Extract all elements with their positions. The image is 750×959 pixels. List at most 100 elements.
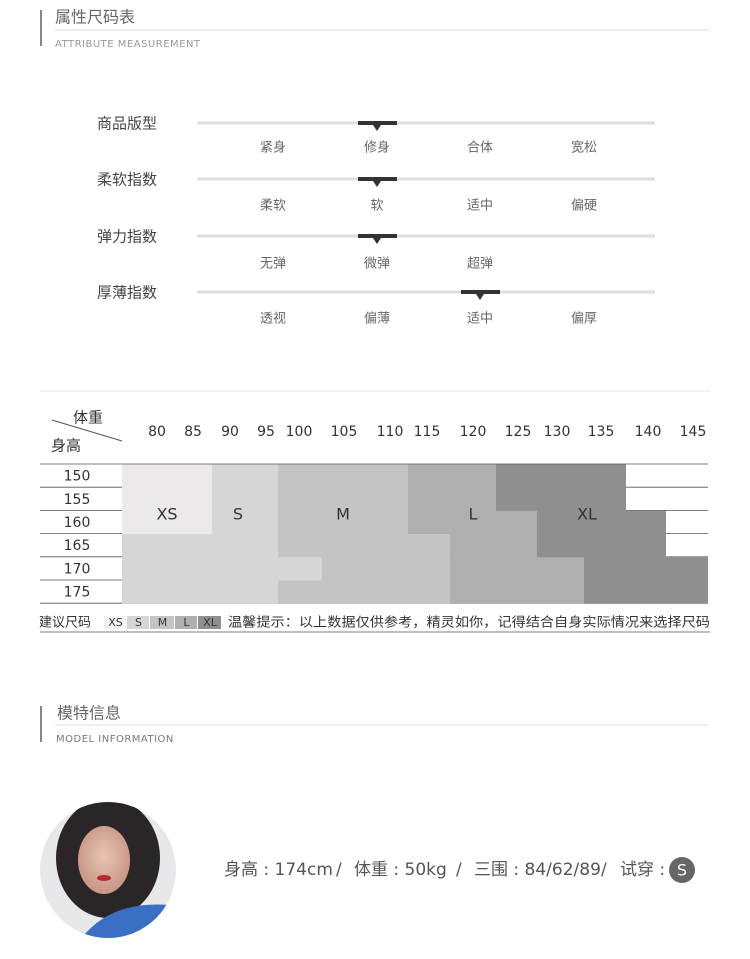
model-photo — [40, 802, 176, 938]
model-weight: 体重 : 50kg — [354, 860, 447, 880]
legend: 建议尺码 XS S M L XL 温馨提示：以上数据仅供参考，精灵如你，记得结合自身实际情况… — [39, 615, 710, 633]
attribute-label: 弹力指数 — [97, 228, 157, 246]
size-label: XS — [156, 505, 177, 524]
size-region — [278, 464, 408, 488]
marker-arrow — [373, 181, 381, 187]
option: 偏厚 — [571, 312, 597, 327]
legend-size: M — [158, 616, 168, 629]
height-label: 身高 — [51, 437, 81, 455]
legend-note: 温馨提示：以上数据仅供参考，精灵如你，记得结合自身实际情况来选择尺码 — [228, 615, 710, 631]
header-bar — [40, 10, 42, 46]
size-region — [584, 580, 708, 604]
trial-label: 试穿 : — [620, 860, 665, 880]
section-title: 属性尺码表 — [55, 8, 135, 27]
size-region — [122, 557, 322, 581]
model-measurements: 三围 : 84/62/89 — [474, 860, 601, 880]
size-region — [212, 487, 278, 511]
height: 155 — [64, 492, 91, 508]
attributes: 商品版型紧身 修身 合体 宽松柔软指数柔软软适中 偏硬弹力指数无弹 微弹 超弹厚薄指数透视偏… — [97, 115, 655, 327]
height: 165 — [64, 538, 91, 554]
track — [197, 234, 655, 238]
weight: 140 — [635, 424, 662, 440]
section-subtitle: MODEL INFORMATION — [56, 734, 174, 745]
size-region — [450, 557, 584, 581]
size-region — [408, 487, 496, 511]
weight: 120 — [460, 424, 487, 440]
legend-size: L — [183, 616, 190, 629]
header-bar — [40, 706, 42, 742]
weight: 125 — [505, 424, 532, 440]
attribute-label: 商品版型 — [97, 115, 157, 133]
legend-swatch — [198, 616, 221, 629]
size-region — [450, 580, 584, 604]
option: 微弹 — [364, 257, 390, 272]
height: 170 — [64, 561, 91, 577]
track — [197, 177, 655, 181]
weight: 110 — [377, 424, 404, 440]
trial-size: S — [677, 861, 687, 880]
option: 透视 — [260, 312, 286, 327]
option: 适中 — [467, 199, 493, 214]
trial-badge — [669, 857, 695, 883]
option: 紧身 — [260, 140, 286, 156]
corner-line — [51, 419, 123, 442]
height: 175 — [64, 585, 91, 601]
legend-size: XL — [203, 616, 218, 629]
weight: 100 — [286, 424, 313, 440]
size-region — [122, 487, 212, 511]
separator: / — [601, 860, 607, 880]
size-region — [122, 534, 278, 558]
option: 软 — [370, 199, 383, 214]
section-subtitle: ATTRIBUTE MEASUREMENT — [55, 39, 201, 50]
marker — [358, 234, 397, 238]
size-region — [537, 534, 666, 558]
option: 宽松 — [571, 140, 597, 156]
size-region — [212, 510, 278, 535]
size-label: M — [336, 505, 350, 524]
weight: 95 — [257, 424, 275, 440]
legend-swatch — [150, 616, 174, 629]
size-region — [278, 510, 408, 535]
size-region — [584, 557, 708, 581]
size-region — [450, 534, 537, 558]
legend-label: 建议尺码 — [39, 616, 91, 631]
size-region — [122, 510, 212, 535]
marker-arrow — [373, 238, 381, 244]
option: 无弹 — [260, 257, 286, 272]
section-title: 模特信息 — [57, 704, 121, 723]
size-region — [212, 464, 278, 488]
legend-size: S — [135, 616, 142, 629]
height: 160 — [64, 515, 91, 531]
legend-size: XS — [108, 616, 123, 629]
separator: / — [456, 860, 462, 880]
weight-label: 体重 — [73, 409, 103, 427]
size-region — [122, 580, 278, 604]
size-region — [278, 534, 450, 558]
marker-arrow — [476, 294, 484, 300]
marker — [358, 177, 397, 181]
marker — [461, 290, 500, 294]
option: 偏硬 — [571, 199, 597, 214]
size-label: L — [469, 505, 478, 524]
size-region — [122, 464, 212, 488]
weight: 135 — [588, 424, 615, 440]
attribute-label: 厚薄指数 — [97, 284, 157, 302]
model-height: 身高 : 174cm — [224, 860, 333, 880]
size-label: S — [233, 505, 243, 524]
size-region — [408, 464, 496, 488]
size-region — [496, 487, 626, 511]
option: 适中 — [467, 312, 493, 327]
marker — [358, 121, 397, 125]
legend-swatch — [175, 616, 197, 629]
option: 合体 — [467, 141, 493, 156]
marker-arrow — [373, 125, 381, 131]
size-region — [496, 464, 626, 488]
weight: 145 — [680, 424, 707, 440]
option: 偏薄 — [364, 312, 390, 327]
weight: 130 — [544, 424, 571, 440]
height: 150 — [64, 469, 91, 485]
option: 超弹 — [467, 257, 493, 272]
weight: 90 — [221, 424, 239, 440]
